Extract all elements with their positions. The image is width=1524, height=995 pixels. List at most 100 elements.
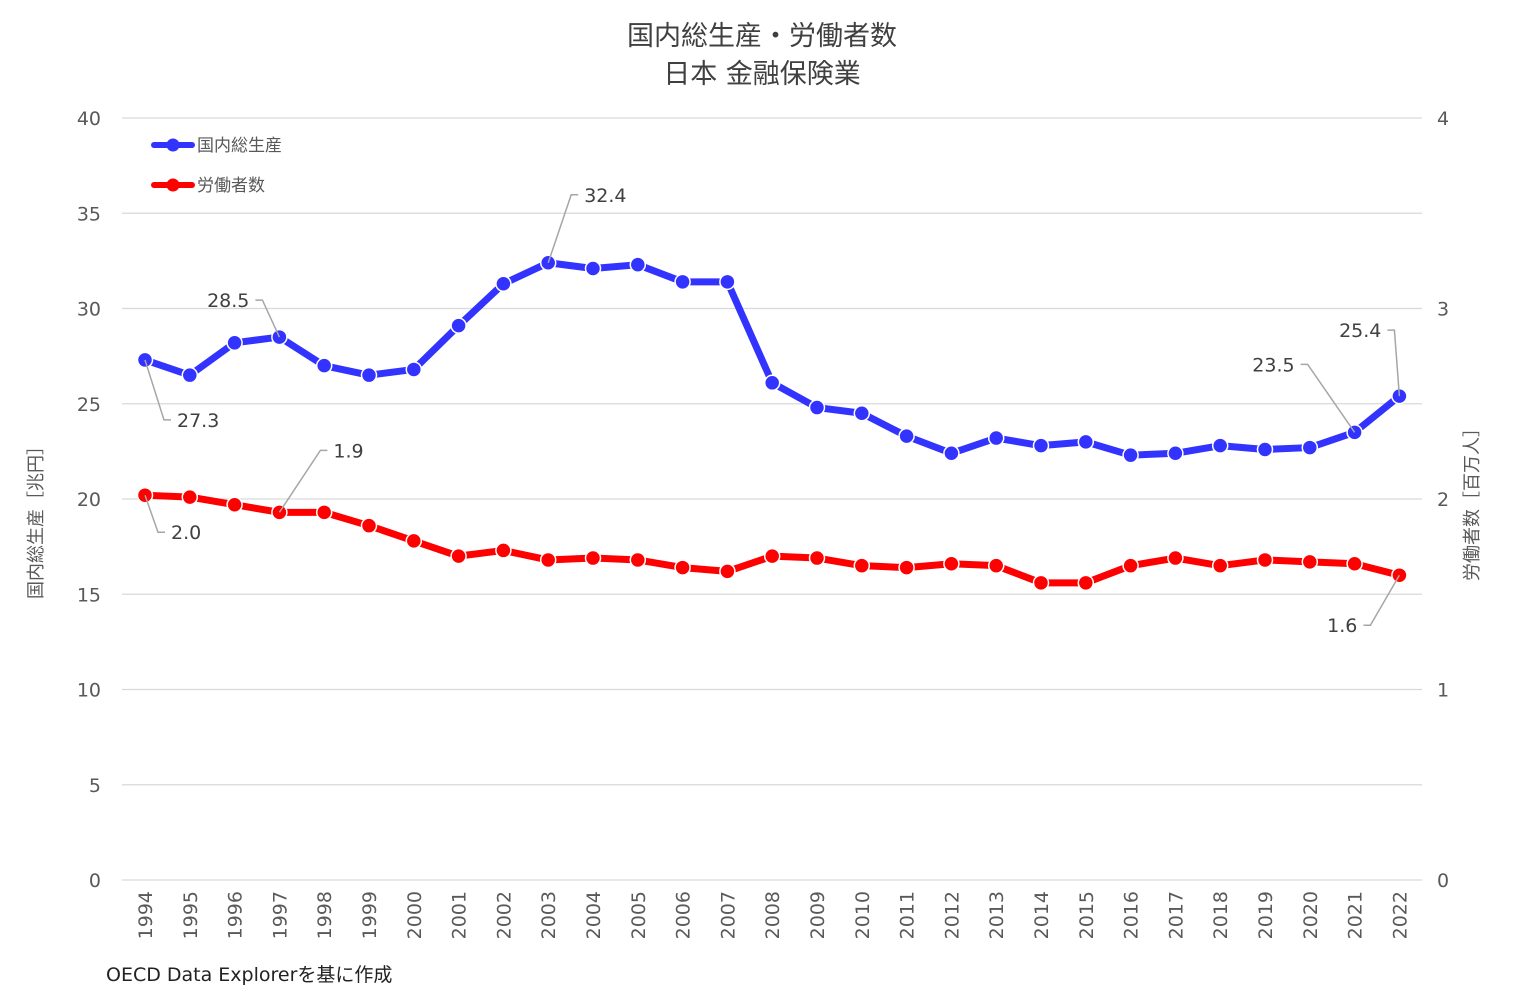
x-tick-label: 2022 — [1389, 891, 1411, 939]
data-label: 27.3 — [177, 410, 219, 432]
x-tick-label: 1998 — [314, 891, 336, 939]
data-point — [360, 517, 378, 534]
data-label-leader — [144, 359, 171, 421]
data-point — [315, 504, 333, 521]
data-label-leader — [1300, 363, 1356, 433]
series-group — [136, 254, 1408, 592]
y-axis-right-title: 労働者数［百万人］ — [1462, 419, 1483, 581]
y-right-tick-label: 4 — [1437, 108, 1449, 130]
data-point — [226, 496, 243, 513]
chart-title: 国内総生産・労働者数 — [627, 21, 897, 52]
y-left-tick-label: 35 — [77, 203, 101, 225]
gridlines — [122, 117, 1422, 881]
data-point — [987, 429, 1005, 447]
data-point — [1211, 437, 1229, 454]
y-left-tick-label: 30 — [77, 299, 101, 321]
x-tick-label: 2002 — [493, 891, 515, 939]
x-tick-label: 2018 — [1210, 891, 1232, 939]
data-point — [763, 374, 781, 392]
data-label: 2.0 — [171, 522, 201, 544]
data-label: 25.4 — [1339, 320, 1381, 342]
data-point — [450, 547, 467, 565]
data-point — [1211, 557, 1229, 574]
x-tick-label: 2010 — [852, 891, 874, 939]
series-line — [141, 259, 1403, 459]
data-label-leader — [547, 194, 579, 264]
legend-label: 労働者数 — [197, 176, 265, 196]
data-point — [405, 361, 423, 378]
data-point — [1077, 433, 1095, 451]
y-left-tick-label: 25 — [77, 394, 101, 416]
y-left-tick-label: 10 — [77, 680, 101, 702]
data-point — [987, 557, 1005, 574]
data-point — [1256, 441, 1274, 458]
series-line — [141, 491, 1403, 587]
data-label: 32.4 — [584, 185, 626, 207]
data-point — [1301, 439, 1319, 456]
x-tick-label: 1999 — [359, 891, 381, 939]
data-point — [853, 557, 871, 574]
x-tick-label: 2016 — [1121, 891, 1143, 939]
data-point — [898, 559, 915, 576]
y-left-tick-label: 20 — [77, 489, 101, 511]
data-label-leader — [278, 449, 328, 513]
data-label: 1.9 — [333, 440, 363, 462]
x-tick-label: 2001 — [449, 891, 471, 939]
data-label-leader — [1363, 574, 1401, 626]
data-point — [1346, 555, 1363, 573]
data-label: 1.6 — [1327, 615, 1357, 637]
data-point — [1301, 553, 1319, 571]
chart-subtitle: 日本 金融保険業 — [663, 59, 861, 90]
data-point — [719, 563, 736, 580]
y-right-tick-label: 1 — [1437, 680, 1449, 702]
data-point — [181, 366, 199, 384]
data-label-leader — [255, 299, 281, 338]
y-left-tick-label: 0 — [89, 870, 101, 892]
data-point — [1256, 551, 1274, 569]
data-point — [943, 555, 960, 573]
data-point — [629, 256, 647, 273]
y-right-tick-label: 0 — [1437, 870, 1449, 892]
data-label: 23.5 — [1252, 354, 1294, 376]
data-point — [584, 549, 602, 567]
data-point — [629, 551, 647, 569]
x-tick-label: 2006 — [673, 891, 695, 939]
data-point — [1122, 446, 1139, 464]
x-tick-label: 2015 — [1076, 891, 1098, 939]
legend-label: 国内総生産 — [197, 136, 282, 156]
data-point — [405, 532, 423, 550]
x-tick-label: 2014 — [1031, 891, 1053, 939]
data-point — [719, 273, 736, 291]
x-tick-label: 2003 — [538, 891, 560, 939]
data-point — [360, 366, 378, 384]
data-point — [1122, 557, 1139, 574]
y-axis-left: 0 5 10 15 20 25 30 35 40 — [77, 108, 101, 892]
data-labels: 27.3 28.5 32.4 23.5 25.4 2.0 1.9 1.6 — [144, 185, 1401, 637]
data-point — [1167, 549, 1184, 567]
data-point — [584, 260, 602, 277]
x-tick-label: 2013 — [986, 891, 1008, 939]
data-point — [674, 273, 691, 291]
y-left-tick-label: 15 — [77, 584, 101, 606]
data-point — [1077, 574, 1095, 592]
data-point — [1167, 445, 1184, 462]
x-tick-label: 2005 — [628, 891, 650, 939]
x-tick-label: 1995 — [180, 891, 202, 939]
legend-swatch-marker — [166, 138, 180, 152]
data-point — [853, 405, 871, 422]
x-tick-label: 2007 — [717, 891, 739, 939]
data-point — [181, 488, 199, 506]
x-tick-label: 2011 — [897, 891, 919, 939]
data-label-leader — [1387, 329, 1401, 397]
data-point — [495, 275, 512, 292]
x-axis: 1994 1995 1996 1997 1998 1999 2000 2001 2002 2003… — [135, 891, 1411, 939]
x-tick-label: 2019 — [1255, 891, 1277, 939]
data-point — [315, 357, 333, 374]
data-point — [1032, 437, 1050, 454]
x-tick-label: 2021 — [1345, 891, 1367, 939]
data-point — [495, 542, 512, 559]
x-tick-label: 2008 — [762, 891, 784, 939]
y-axis-right: 0 1 2 3 4 — [1437, 108, 1449, 892]
